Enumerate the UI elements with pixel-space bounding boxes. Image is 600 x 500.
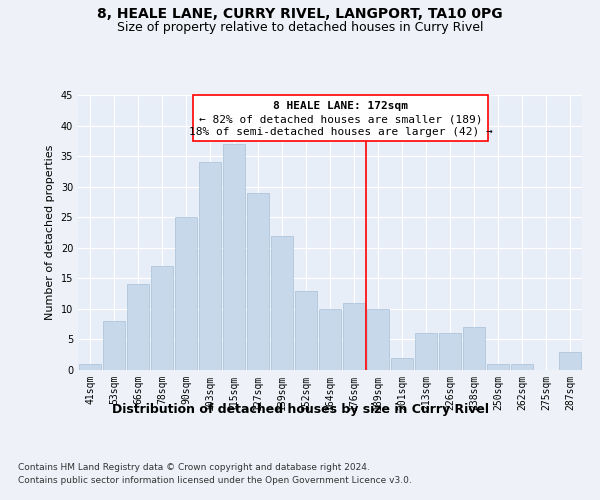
Bar bbox=[151, 266, 173, 370]
Text: Contains HM Land Registry data © Crown copyright and database right 2024.: Contains HM Land Registry data © Crown c… bbox=[18, 462, 370, 471]
Bar bbox=[415, 334, 437, 370]
Bar bbox=[193, 95, 488, 141]
Bar bbox=[487, 364, 509, 370]
Bar bbox=[199, 162, 221, 370]
Bar bbox=[439, 334, 461, 370]
Text: ← 82% of detached houses are smaller (189): ← 82% of detached houses are smaller (18… bbox=[199, 114, 482, 124]
Bar bbox=[103, 321, 125, 370]
Bar bbox=[559, 352, 581, 370]
Bar bbox=[511, 364, 533, 370]
Text: Contains public sector information licensed under the Open Government Licence v3: Contains public sector information licen… bbox=[18, 476, 412, 485]
Text: 18% of semi-detached houses are larger (42) →: 18% of semi-detached houses are larger (… bbox=[189, 128, 493, 138]
Y-axis label: Number of detached properties: Number of detached properties bbox=[45, 145, 55, 320]
Bar bbox=[391, 358, 413, 370]
Text: 8 HEALE LANE: 172sqm: 8 HEALE LANE: 172sqm bbox=[274, 101, 409, 111]
Bar bbox=[127, 284, 149, 370]
Bar bbox=[319, 309, 341, 370]
Text: Distribution of detached houses by size in Curry Rivel: Distribution of detached houses by size … bbox=[112, 402, 488, 415]
Bar bbox=[175, 217, 197, 370]
Bar bbox=[343, 303, 365, 370]
Bar bbox=[367, 309, 389, 370]
Bar bbox=[79, 364, 101, 370]
Bar bbox=[247, 193, 269, 370]
Bar bbox=[463, 327, 485, 370]
Bar bbox=[271, 236, 293, 370]
Bar bbox=[223, 144, 245, 370]
Bar bbox=[295, 290, 317, 370]
Text: 8, HEALE LANE, CURRY RIVEL, LANGPORT, TA10 0PG: 8, HEALE LANE, CURRY RIVEL, LANGPORT, TA… bbox=[97, 8, 503, 22]
Text: Size of property relative to detached houses in Curry Rivel: Size of property relative to detached ho… bbox=[117, 21, 483, 34]
